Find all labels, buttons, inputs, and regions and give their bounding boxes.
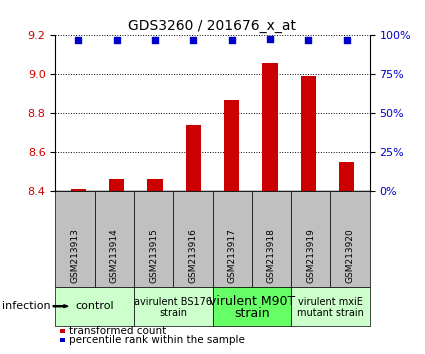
Point	[75, 37, 82, 43]
Text: virulent M90T: virulent M90T	[209, 295, 295, 308]
Text: GSM213916: GSM213916	[188, 228, 197, 283]
Point	[152, 37, 159, 43]
Point	[305, 37, 312, 43]
Text: GSM213918: GSM213918	[267, 228, 276, 283]
Text: GSM213914: GSM213914	[110, 228, 119, 283]
Text: strain: strain	[234, 307, 269, 320]
Bar	[186, 125, 201, 191]
Text: strain: strain	[159, 308, 187, 318]
Bar	[109, 179, 124, 191]
Point	[343, 37, 350, 43]
Bar	[262, 63, 278, 191]
Text: GSM213920: GSM213920	[346, 228, 354, 283]
Text: virulent mxiE: virulent mxiE	[298, 297, 363, 307]
Bar	[339, 162, 354, 191]
Text: avirulent BS176: avirulent BS176	[134, 297, 212, 307]
Bar	[71, 189, 86, 191]
Text: GSM213917: GSM213917	[228, 228, 237, 283]
Point	[266, 36, 273, 41]
Text: percentile rank within the sample: percentile rank within the sample	[69, 335, 245, 345]
Point	[113, 37, 120, 43]
Text: mutant strain: mutant strain	[297, 308, 364, 318]
Text: GSM213913: GSM213913	[71, 228, 79, 283]
Bar	[301, 76, 316, 191]
Bar	[147, 179, 163, 191]
Point	[228, 37, 235, 43]
Text: transformed count: transformed count	[69, 326, 166, 336]
Text: GSM213915: GSM213915	[149, 228, 158, 283]
Text: infection: infection	[3, 301, 51, 311]
Bar	[224, 100, 239, 191]
Title: GDS3260 / 201676_x_at: GDS3260 / 201676_x_at	[128, 19, 297, 33]
Text: GSM213919: GSM213919	[306, 228, 315, 283]
Point	[190, 37, 197, 43]
Text: control: control	[75, 301, 114, 311]
